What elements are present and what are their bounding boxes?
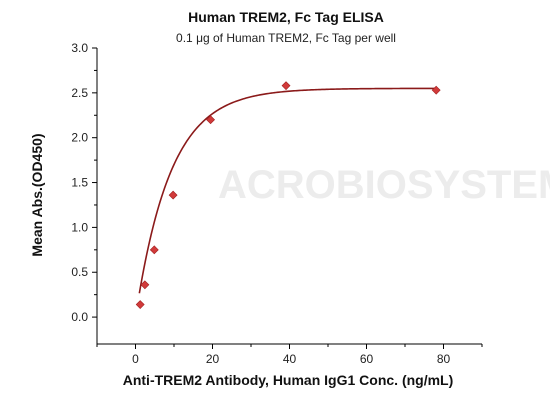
x-tick-label: 80 xyxy=(437,352,451,366)
y-tick-label: 3.0 xyxy=(71,41,88,55)
chart-subtitle: 0.1 μg of Human TREM2, Fc Tag per well xyxy=(176,31,396,45)
x-tick-label: 0 xyxy=(132,352,139,366)
y-tick-label: 0.0 xyxy=(71,310,88,324)
ticks: 0.0 0.5 1.0 1.5 2.0 2.5 3.0 0 20 40 60 80 xyxy=(71,41,483,366)
y-tick-label: 2.5 xyxy=(71,86,88,100)
data-point xyxy=(206,115,215,125)
data-point xyxy=(431,85,441,95)
data-point xyxy=(135,300,145,309)
data-point xyxy=(168,190,178,200)
x-tick-label: 40 xyxy=(283,352,297,366)
data-points xyxy=(135,81,441,309)
x-axis-label: Anti-TREM2 Antibody, Human IgG1 Conc. (n… xyxy=(123,372,454,388)
y-tick-label: 1.0 xyxy=(71,220,88,234)
y-tick-label: 0.5 xyxy=(71,265,88,279)
fit-curve-group xyxy=(138,87,437,294)
y-tick-label: 1.5 xyxy=(71,176,88,190)
watermark: ACROBIOSYSTEMS xyxy=(218,163,550,207)
data-point xyxy=(140,280,150,290)
fit-curve xyxy=(138,87,437,294)
y-tick-label: 2.0 xyxy=(71,131,88,145)
x-tick-label: 60 xyxy=(360,352,374,366)
x-tick-label: 20 xyxy=(206,352,220,366)
chart-title: Human TREM2, Fc Tag ELISA xyxy=(188,9,384,25)
data-point xyxy=(149,245,159,255)
data-point xyxy=(281,81,291,91)
y-axis-label: Mean Abs.(OD450) xyxy=(29,133,45,256)
